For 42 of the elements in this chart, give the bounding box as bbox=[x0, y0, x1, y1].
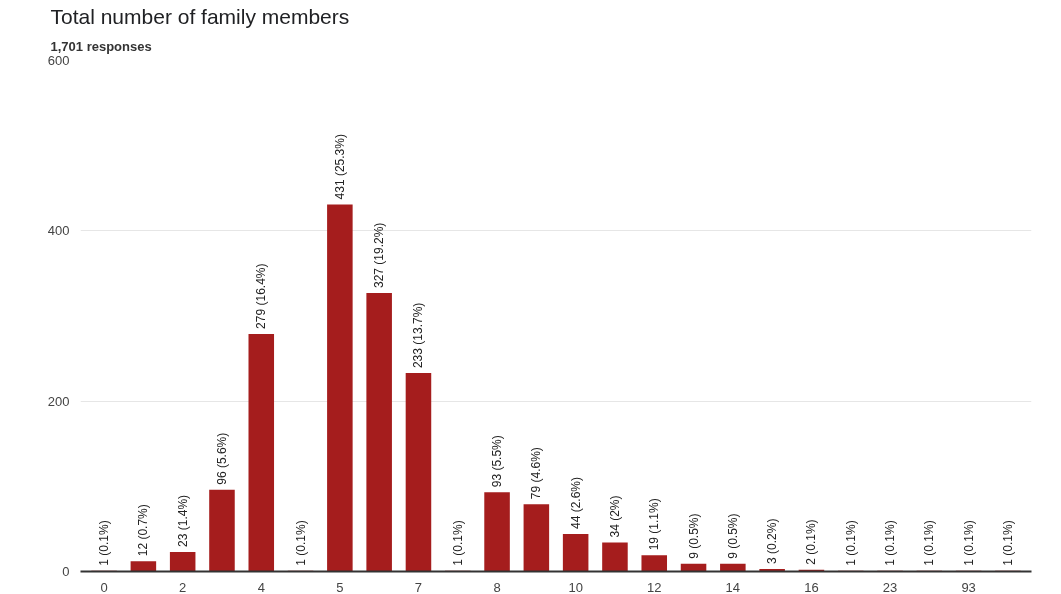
data-label: 233 (13.7%) bbox=[411, 302, 426, 369]
data-label: 79 (4.6%) bbox=[529, 447, 544, 500]
data-label: 9 (0.5%) bbox=[686, 513, 701, 559]
data-label: 1 (0.1%) bbox=[843, 520, 858, 566]
data-label: 9 (0.5%) bbox=[725, 513, 740, 559]
data-label: 1 (0.1%) bbox=[293, 520, 308, 566]
data-label: 34 (2%) bbox=[607, 495, 622, 538]
data-label: 1 (0.1%) bbox=[883, 520, 898, 566]
data-label: 1 (0.1%) bbox=[1000, 520, 1015, 566]
data-label: 23 (1.4%) bbox=[175, 494, 190, 547]
data-label: 3 (0.2%) bbox=[765, 518, 780, 564]
data-label: 1 (0.1%) bbox=[450, 520, 465, 566]
data-label: 44 (2.6%) bbox=[568, 477, 583, 530]
y-tick-label: 600 bbox=[47, 53, 70, 68]
data-label: 12 (0.7%) bbox=[136, 504, 151, 557]
x-tick-label: 10 bbox=[568, 579, 583, 594]
chart-subtitle: 1,701 responses bbox=[50, 38, 152, 54]
x-tick-label: 5 bbox=[336, 579, 344, 594]
data-label: 2 (0.1%) bbox=[804, 519, 819, 565]
y-tick-label: 0 bbox=[62, 564, 70, 579]
x-tick-label: 2 bbox=[179, 579, 187, 594]
data-label: 1 (0.1%) bbox=[97, 520, 112, 566]
x-tick-label: 7 bbox=[414, 579, 423, 594]
data-label: 431 (25.3%) bbox=[332, 134, 347, 200]
x-tick-label: 12 bbox=[647, 579, 662, 594]
y-tick-label: 400 bbox=[47, 223, 70, 239]
x-tick-label: 16 bbox=[804, 579, 819, 594]
data-label: 93 (5.5%) bbox=[490, 435, 505, 488]
x-tick-label: 93 bbox=[961, 579, 976, 594]
data-label: 1 (0.1%) bbox=[961, 520, 976, 566]
chart-title: Total number of family members bbox=[50, 4, 350, 28]
data-label: 1 (0.1%) bbox=[922, 520, 937, 566]
data-label: 19 (1.1%) bbox=[647, 498, 662, 551]
x-tick-label: 14 bbox=[725, 579, 741, 594]
y-tick-label: 200 bbox=[47, 393, 70, 409]
x-tick-label: 0 bbox=[100, 579, 108, 594]
x-tick-label: 8 bbox=[493, 579, 501, 594]
data-label: 279 (16.4%) bbox=[254, 263, 269, 329]
data-label: 327 (19.2%) bbox=[372, 222, 387, 289]
x-tick-label: 23 bbox=[882, 579, 898, 594]
x-tick-label: 4 bbox=[257, 579, 265, 594]
data-label: 96 (5.6%) bbox=[214, 432, 229, 485]
